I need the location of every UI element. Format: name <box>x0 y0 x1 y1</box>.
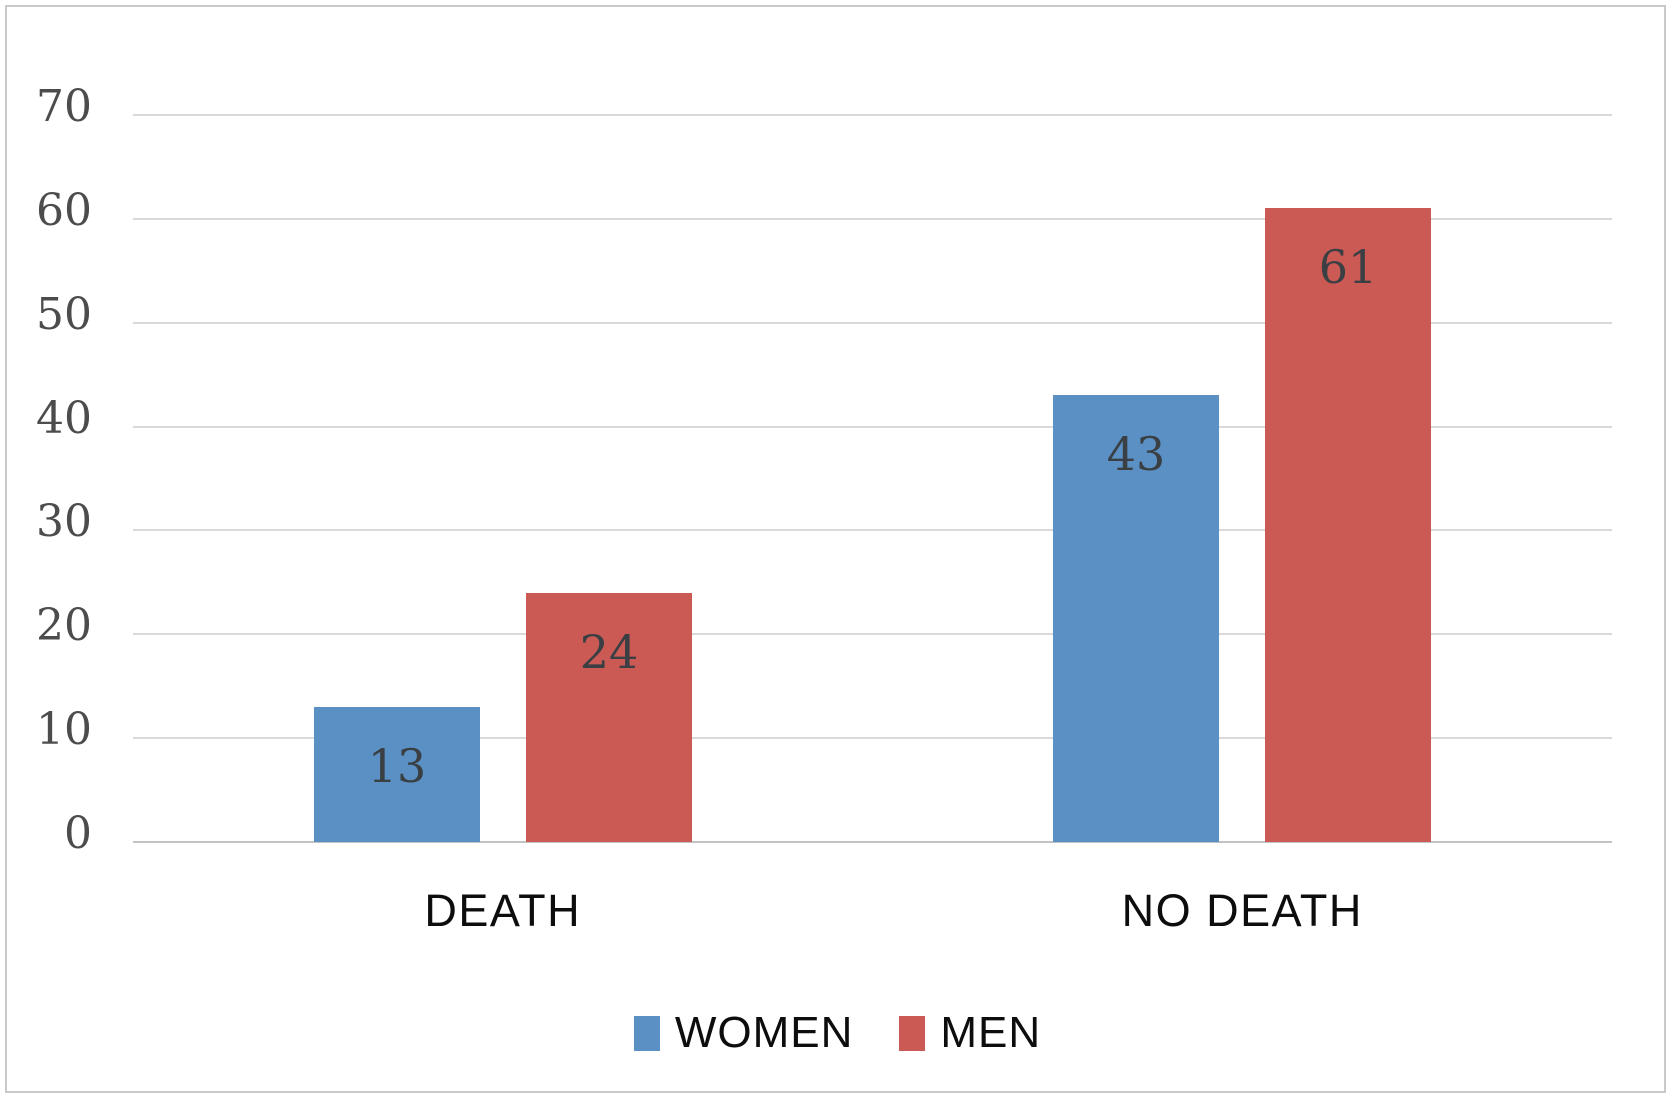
y-tick-label: 20 <box>36 600 92 652</box>
y-tick-label: 40 <box>36 392 92 444</box>
bar-no-death-women: 43 <box>1053 395 1219 842</box>
bar-no-death-men: 61 <box>1265 208 1431 842</box>
gridline <box>133 217 1612 220</box>
gridline <box>133 633 1612 636</box>
bar-data-label: 24 <box>579 625 639 679</box>
legend-swatch-men <box>899 1015 926 1051</box>
y-tick-label: 50 <box>36 288 92 340</box>
category-label-no-death: NO DEATH <box>1121 885 1363 936</box>
bar-death-men: 24 <box>526 593 692 842</box>
legend: WOMEN MEN <box>0 1008 1675 1058</box>
gridline <box>133 737 1612 740</box>
bar-data-label: 43 <box>1106 427 1166 481</box>
bar-death-women: 13 <box>314 707 480 842</box>
gridline <box>133 425 1612 428</box>
gridline <box>133 529 1612 532</box>
y-tick-label: 60 <box>36 184 92 236</box>
bar-data-label: 13 <box>367 739 427 793</box>
x-axis-line <box>133 841 1612 843</box>
legend-item-women: WOMEN <box>633 1008 854 1058</box>
y-tick-label: 70 <box>36 81 92 132</box>
legend-swatch-women <box>633 1015 660 1051</box>
gridline <box>133 321 1612 324</box>
category-label-death: DEATH <box>424 885 582 936</box>
legend-label-men: MEN <box>940 1008 1042 1057</box>
y-tick-label: 30 <box>36 496 92 548</box>
y-tick-label: 0 <box>64 808 92 859</box>
legend-item-men: MEN <box>899 1008 1041 1058</box>
gridline <box>133 114 1612 116</box>
y-tick-label: 10 <box>36 704 92 756</box>
bar-data-label: 61 <box>1318 240 1378 294</box>
legend-label-women: WOMEN <box>674 1008 854 1057</box>
